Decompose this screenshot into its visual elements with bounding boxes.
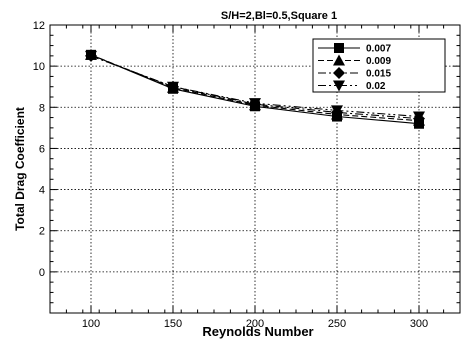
y-tick-label: 4 [39, 185, 45, 197]
legend-marker-diamond [333, 67, 345, 79]
y-tick-label: 12 [33, 20, 45, 32]
data-point-triangle-down [331, 105, 343, 117]
y-tick-label: 8 [39, 102, 45, 114]
x-tick-label: 150 [164, 318, 182, 330]
x-tick-label: 250 [328, 318, 346, 330]
y-tick-label: 2 [39, 226, 45, 238]
y-tick-label: 10 [33, 61, 45, 73]
data-point-triangle-down [249, 98, 261, 110]
y-tick-label: 6 [39, 143, 45, 155]
legend-marker-square [334, 43, 344, 53]
legend-label: 0.02 [366, 81, 386, 92]
x-tick-label: 100 [82, 318, 100, 330]
x-tick-label: 300 [410, 318, 428, 330]
y-axis-title: Total Drag Coefficient [13, 107, 27, 231]
legend-label: 0.007 [366, 44, 391, 55]
x-tick-labels: 100 150 200 250 300 [82, 318, 428, 330]
y-tick-labels: 0 2 4 6 8 10 12 [33, 20, 45, 279]
plot-frame [49, 24, 461, 314]
y-tick-label: 0 [39, 267, 45, 279]
x-axis-title: Reynolds Number [202, 324, 313, 339]
data-point-triangle-down [413, 111, 425, 123]
grid-lines [50, 25, 460, 313]
legend-label: 0.015 [366, 69, 391, 80]
chart-title: S/H=2,Bl=0.5,Square 1 [221, 10, 337, 22]
legend-marker-triangle-down [333, 80, 345, 92]
x-tick-label: 200 [246, 318, 264, 330]
data-point-triangle-down [85, 50, 97, 62]
legend-label: 0.009 [366, 56, 391, 67]
series-layer [85, 48, 425, 129]
series-triangle-down [85, 50, 425, 123]
legend-marker-triangle-up [333, 54, 345, 66]
data-point-triangle-down [167, 81, 179, 93]
